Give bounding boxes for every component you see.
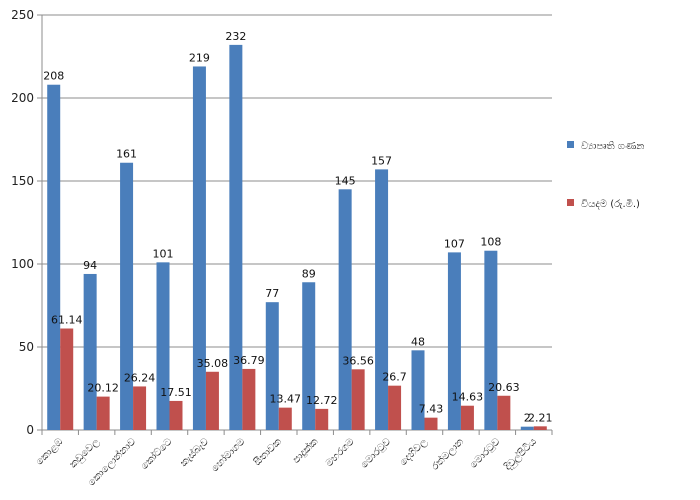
data-label-series-2: 20.12: [87, 382, 119, 395]
bar-series-1: [47, 84, 61, 430]
data-label-series-1: 219: [189, 51, 210, 64]
bar-series-2: [278, 407, 292, 430]
data-label-series-1: 77: [265, 287, 279, 300]
bar-series-1: [484, 250, 498, 430]
legend-label-series-1: ව්‍යාපෘති ගණන: [581, 141, 644, 152]
data-label-series-2: 35.08: [197, 357, 229, 370]
bar-series-1: [447, 252, 461, 430]
bar-series-1: [338, 189, 352, 430]
data-label-series-2: 61.14: [51, 314, 83, 327]
data-label-series-2: 13.47: [270, 393, 302, 406]
data-label-series-1: 89: [302, 267, 316, 280]
bar-series-1: [411, 350, 425, 430]
bar-series-2: [497, 395, 511, 430]
data-label-series-1: 161: [116, 148, 137, 161]
y-tick-label: 0: [26, 423, 34, 437]
bar-series-2: [205, 371, 219, 430]
y-tick-label: 200: [11, 91, 34, 105]
data-label-series-2: 20.63: [488, 381, 520, 394]
bar-series-1: [229, 44, 243, 430]
bar-series-1: [156, 262, 170, 430]
data-label-series-1: 48: [411, 335, 425, 348]
data-label-series-1: 2: [524, 412, 531, 425]
data-label-series-1: 94: [83, 259, 97, 272]
data-label-series-1: 108: [480, 236, 501, 249]
data-label-series-2: 26.7: [382, 371, 407, 384]
legend-label-series-2: වියදම (රු.මි.): [581, 198, 640, 210]
data-label-series-2: 17.51: [160, 386, 192, 399]
data-label-series-2: 12.72: [306, 394, 338, 407]
bars: [47, 44, 547, 431]
bar-series-1: [120, 162, 134, 431]
y-tick-label: 50: [19, 340, 34, 354]
legend-swatch-series-2: [567, 199, 574, 206]
data-label-series-1: 232: [225, 30, 246, 43]
bar-series-2: [169, 400, 183, 430]
data-label-series-2: 2.21: [528, 411, 553, 424]
bar-series-2: [133, 386, 147, 430]
y-tick-label: 100: [11, 257, 34, 271]
data-label-series-1: 145: [335, 174, 356, 187]
bar-series-1: [375, 169, 389, 430]
bar-series-2: [388, 385, 402, 430]
data-label-series-1: 107: [444, 237, 465, 250]
y-tick-label: 250: [11, 8, 34, 22]
bar-series-2: [60, 328, 74, 430]
bar-series-2: [460, 405, 474, 430]
bar-series-1: [192, 66, 206, 431]
data-label-series-1: 157: [371, 154, 392, 167]
data-label-series-2: 14.63: [452, 391, 484, 404]
bar-series-1: [265, 302, 279, 430]
bar-series-1: [520, 426, 534, 430]
data-label-series-2: 36.79: [233, 354, 265, 367]
legend-swatch-series-1: [567, 141, 574, 148]
bar-series-2: [96, 396, 110, 430]
bar-series-2: [315, 408, 329, 430]
bar-series-1: [83, 273, 97, 430]
bar-series-1: [302, 282, 316, 430]
data-label-series-2: 36.56: [342, 354, 374, 367]
bar-series-2: [351, 369, 365, 430]
data-label-series-2: 26.24: [124, 371, 156, 384]
data-label-series-1: 101: [153, 247, 174, 260]
bar-series-2: [242, 368, 256, 430]
y-tick-label: 150: [11, 174, 34, 188]
data-label-series-2: 7.43: [419, 403, 444, 416]
bar-series-2: [533, 426, 547, 430]
bar-series-2: [424, 417, 438, 430]
data-labels: 208 61.14 94 20.12 161 26.24 101 17.51 219 35.08 2…: [43, 30, 552, 425]
data-label-series-1: 208: [43, 70, 64, 83]
legend: ව්‍යාපෘති ගණන වියදම (රු.මි.): [567, 141, 644, 210]
